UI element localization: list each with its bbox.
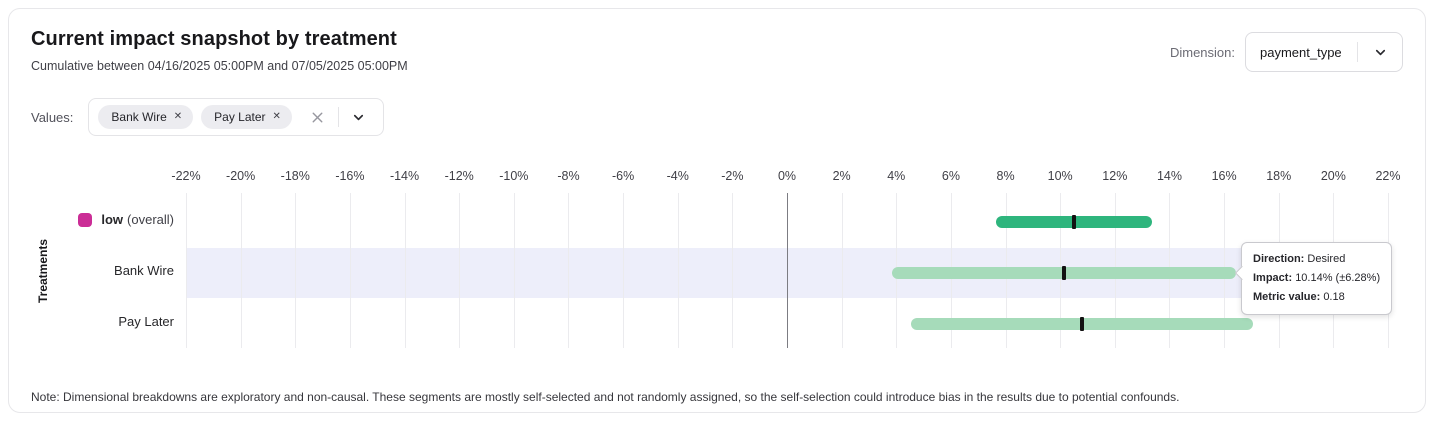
card-header: Current impact snapshot by treatment Cum… [31, 25, 1425, 73]
x-axis-tick-label: 6% [941, 169, 960, 183]
row-label: Bank Wire [31, 263, 174, 278]
dimension-label: Dimension: [1169, 44, 1235, 60]
row-label-text: Pay Later [118, 314, 174, 329]
x-axis-tick-label: 22% [1375, 169, 1401, 183]
row-label-suffix: (overall) [127, 212, 174, 227]
value-chip-pay-later[interactable]: Pay Later ✕ [201, 105, 292, 129]
impact-point-marker [1071, 215, 1076, 229]
tooltip-metric-row: Metric value: 0.18 [1253, 291, 1345, 303]
gridline [513, 193, 515, 348]
gridline [841, 193, 843, 348]
impact-point-marker [1080, 317, 1085, 331]
impact-range-chart: Treatments Direction: Desired Impact: 10… [31, 165, 1425, 357]
x-axis-tick-label: -22% [171, 169, 201, 183]
value-chip-bank-wire[interactable]: Bank Wire ✕ [98, 105, 194, 129]
x-axis-tick-label: 18% [1266, 169, 1292, 183]
values-filter-row: Values: Bank Wire ✕ Pay Later ✕ [31, 98, 1425, 136]
x-axis-tick-label: -18% [280, 169, 310, 183]
x-axis-tick-label: -16% [335, 169, 365, 183]
x-axis-tick-label: 0% [777, 169, 797, 183]
gridline [404, 193, 406, 348]
x-axis-tick-label: -14% [389, 169, 420, 183]
row-label-text: low [101, 212, 124, 227]
x-axis-tick-label: 12% [1102, 169, 1128, 183]
bar-tooltip: Direction: Desired Impact: 10.14% (±6.28… [1241, 242, 1393, 315]
x-axis-tick-label: 16% [1211, 169, 1237, 183]
x-axis-tick-label: -6% [611, 169, 635, 183]
x-axis-tick-label: -4% [666, 169, 689, 183]
x-axis-tick-label: 10% [1047, 169, 1073, 183]
row-label-text: Bank Wire [114, 263, 174, 278]
chip-remove-icon[interactable]: ✕ [272, 111, 281, 122]
divider [1357, 42, 1358, 62]
gridline [349, 193, 351, 348]
dimension-control: Dimension: payment_type [1170, 32, 1403, 72]
chevron-down-icon[interactable] [347, 105, 371, 129]
x-axis-tick-label: 8% [996, 169, 1015, 183]
chip-label: Pay Later [214, 110, 266, 124]
x-axis-tick-label: 4% [887, 169, 906, 183]
gridline [732, 193, 734, 348]
values-label: Values: [31, 109, 74, 125]
chip-label: Bank Wire [111, 110, 167, 124]
x-axis-tick-label: -10% [499, 169, 529, 183]
header-text: Current impact snapshot by treatment Cum… [31, 25, 408, 73]
x-axis-tick-label: -8% [557, 169, 580, 183]
gridline [459, 193, 461, 348]
gridline [623, 193, 625, 348]
impact-snapshot-card: Current impact snapshot by treatment Cum… [8, 8, 1426, 413]
page-title: Current impact snapshot by treatment [31, 28, 397, 50]
gridline [240, 193, 242, 348]
clear-all-icon[interactable] [306, 105, 330, 129]
x-axis-tick-label: 20% [1320, 169, 1346, 183]
zero-gridline [787, 193, 788, 348]
row-label: Pay Later [31, 314, 174, 329]
row-label: low (overall) [31, 212, 174, 227]
impact-point-marker [1062, 266, 1066, 280]
gridline [568, 193, 570, 348]
x-axis-tick-label: -20% [226, 169, 256, 183]
date-range-subtitle: Cumulative between 04/16/2025 05:00PM an… [31, 59, 408, 73]
exploratory-note: Note: Dimensional breakdowns are explora… [31, 390, 1180, 404]
divider [337, 107, 339, 127]
x-axis-tick-label: 14% [1156, 169, 1182, 183]
tooltip-impact-row: Impact: 10.14% (±6.28%) [1253, 272, 1381, 284]
legend-swatch [78, 212, 93, 227]
gridline [186, 193, 187, 348]
gridline [677, 193, 679, 348]
dimension-selected-value: payment_type [1260, 44, 1342, 60]
values-multiselect[interactable]: Bank Wire ✕ Pay Later ✕ [88, 98, 384, 136]
chip-remove-icon[interactable]: ✕ [173, 111, 183, 122]
chevron-down-icon[interactable] [1368, 40, 1392, 64]
x-axis-tick-label: -2% [721, 169, 744, 183]
x-axis-tick-label: -12% [444, 169, 474, 183]
tooltip-direction-row: Direction: Desired [1253, 253, 1346, 265]
gridline [295, 193, 297, 348]
dimension-select[interactable]: payment_type [1245, 32, 1403, 72]
x-axis-tick-label: 2% [832, 169, 851, 183]
